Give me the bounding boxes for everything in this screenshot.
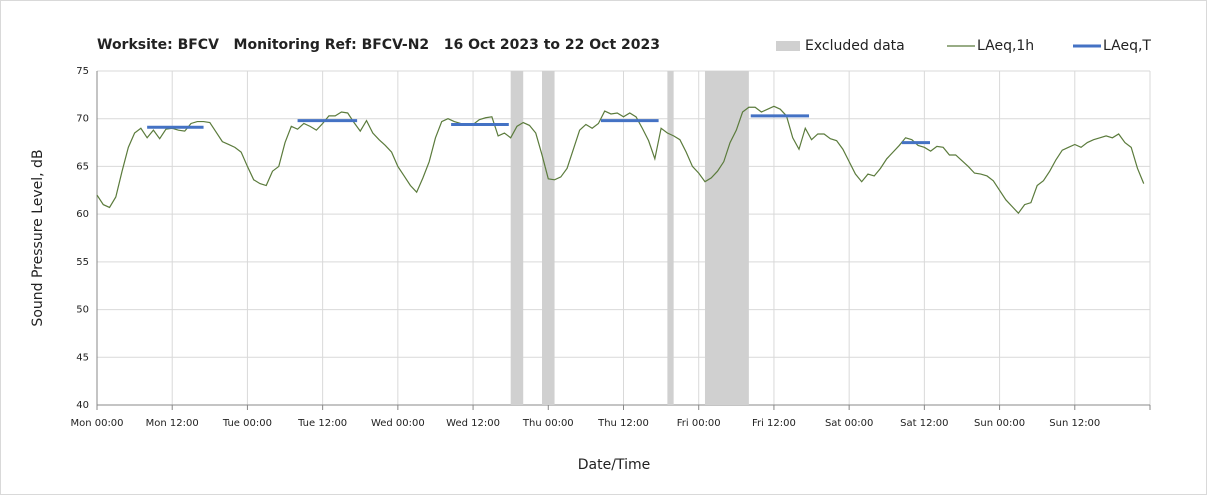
excluded-region — [667, 71, 674, 405]
x-tick-label: Tue 00:00 — [222, 418, 272, 429]
x-tick-label: Thu 12:00 — [597, 418, 649, 429]
legend-label: LAeq,1h — [977, 38, 1034, 54]
legend-swatch — [776, 41, 800, 51]
x-tick-label: Fri 12:00 — [752, 418, 796, 429]
x-tick-label: Sat 00:00 — [825, 418, 873, 429]
y-axis-label: Sound Pressure Level, dB — [30, 149, 46, 326]
chart-title: Worksite: BFCV Monitoring Ref: BFCV-N2 1… — [97, 37, 660, 53]
x-tick-label: Wed 12:00 — [446, 418, 500, 429]
x-tick-label: Mon 00:00 — [70, 418, 123, 429]
x-tick-label: Mon 12:00 — [146, 418, 199, 429]
legend-label: LAeq,T — [1103, 38, 1151, 54]
y-tick-label: 45 — [76, 352, 89, 363]
y-tick-label: 75 — [76, 66, 89, 77]
x-tick-label: Fri 00:00 — [677, 418, 721, 429]
x-tick-label: Thu 00:00 — [522, 418, 574, 429]
x-tick-label: Wed 00:00 — [371, 418, 425, 429]
y-tick-label: 65 — [76, 161, 89, 172]
x-tick-label: Sat 12:00 — [900, 418, 948, 429]
series-line — [96, 105, 1145, 215]
legend-label: Excluded data — [805, 38, 905, 54]
y-tick-label: 70 — [76, 114, 89, 125]
x-axis-label: Date/Time — [578, 457, 650, 473]
y-tick-label: 60 — [76, 209, 89, 220]
x-tick-label: Sun 12:00 — [1049, 418, 1100, 429]
x-tick-label: Sun 00:00 — [974, 418, 1025, 429]
y-tick-label: 55 — [76, 257, 89, 268]
excluded-region — [704, 71, 749, 405]
excluded-region — [510, 71, 524, 405]
excluded-region — [542, 71, 555, 405]
x-tick-label: Tue 12:00 — [297, 418, 347, 429]
y-tick-label: 50 — [76, 305, 89, 316]
y-tick-label: 40 — [76, 400, 89, 411]
